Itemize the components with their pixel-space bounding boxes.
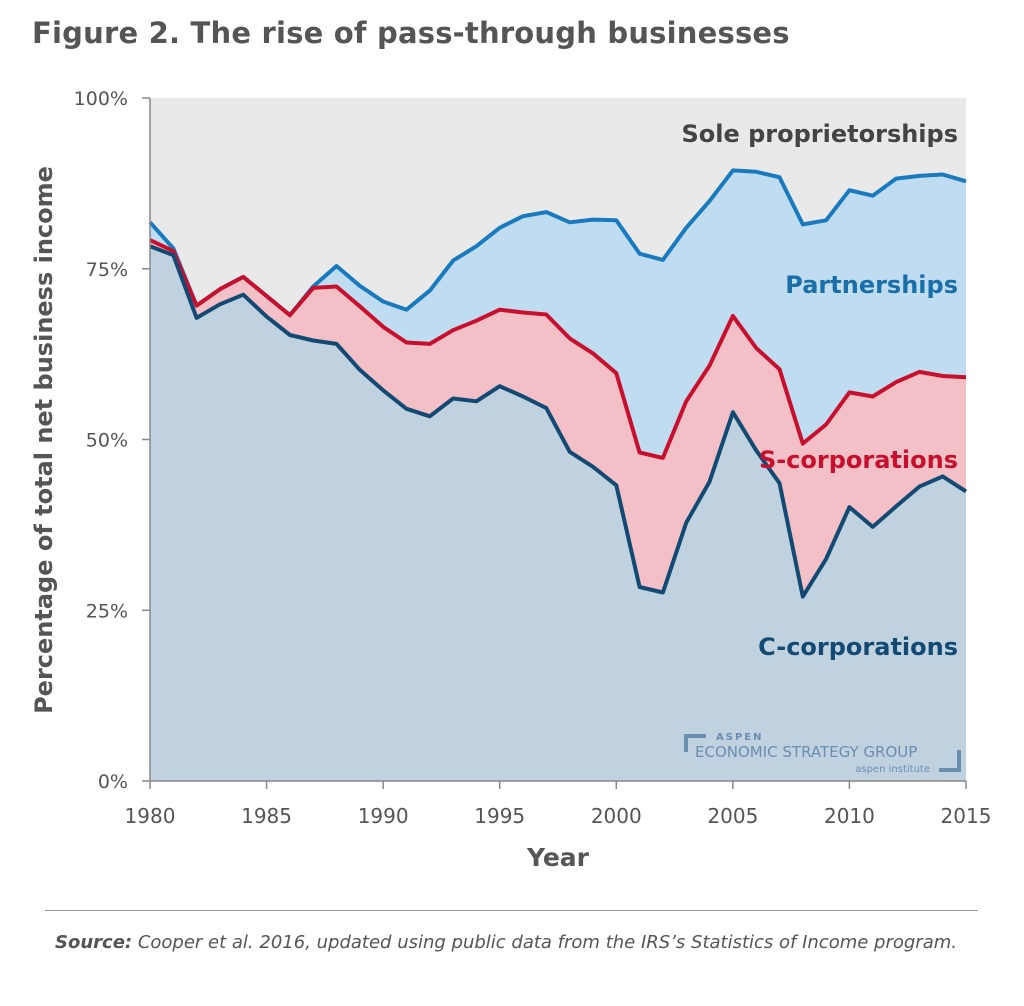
x-tick-label: 1985 [241,804,292,828]
logo-aspen: ASPEN [716,732,763,743]
area-s-corporations [150,240,966,597]
source-text: Cooper et al. 2016, updated using public… [132,932,957,953]
divider [45,910,978,911]
area-sole-proprietorships [150,98,966,316]
chart-title: Figure 2. The rise of pass-through busin… [32,16,790,50]
y-axis-label: Percentage of total net business income [30,166,58,714]
series-label-c-corporations: C-corporations [758,633,958,661]
area-c-corporations [150,246,966,781]
y-tick-label: 25% [86,600,128,622]
line-s-corporations [149,238,967,460]
y-tick-label: 100% [74,88,128,110]
logo-esg: ECONOMIC STRATEGY GROUP [695,743,917,761]
area-partnerships [150,170,966,458]
x-tick-label: 2005 [707,804,758,828]
y-tick-label: 50% [86,430,128,452]
x-tick-label: 2015 [941,804,992,828]
series-label-s-corporations: S-corporations [759,446,958,474]
x-tick-label: 2010 [824,804,875,828]
series-label-sole-proprietorships: Sole proprietorships [681,120,958,148]
logo-bracket-left [684,734,706,752]
y-tick-label: 75% [86,259,128,281]
line-c-corporations [149,244,968,599]
x-axis-label: Year [526,843,590,872]
logo-aspen-institute: aspen institute [855,764,930,775]
series-label-partnerships: Partnerships [785,271,958,299]
x-tick-label: 1990 [358,804,409,828]
x-tick-label: 1980 [125,804,176,828]
x-tick-label: 2000 [591,804,642,828]
source-note: Source: Cooper et al. 2016, updated usin… [55,930,975,955]
source-label: Source: [55,932,133,953]
x-tick-label: 1995 [474,804,525,828]
logo-bracket-right [939,750,961,772]
y-tick-label: 0% [98,771,128,793]
